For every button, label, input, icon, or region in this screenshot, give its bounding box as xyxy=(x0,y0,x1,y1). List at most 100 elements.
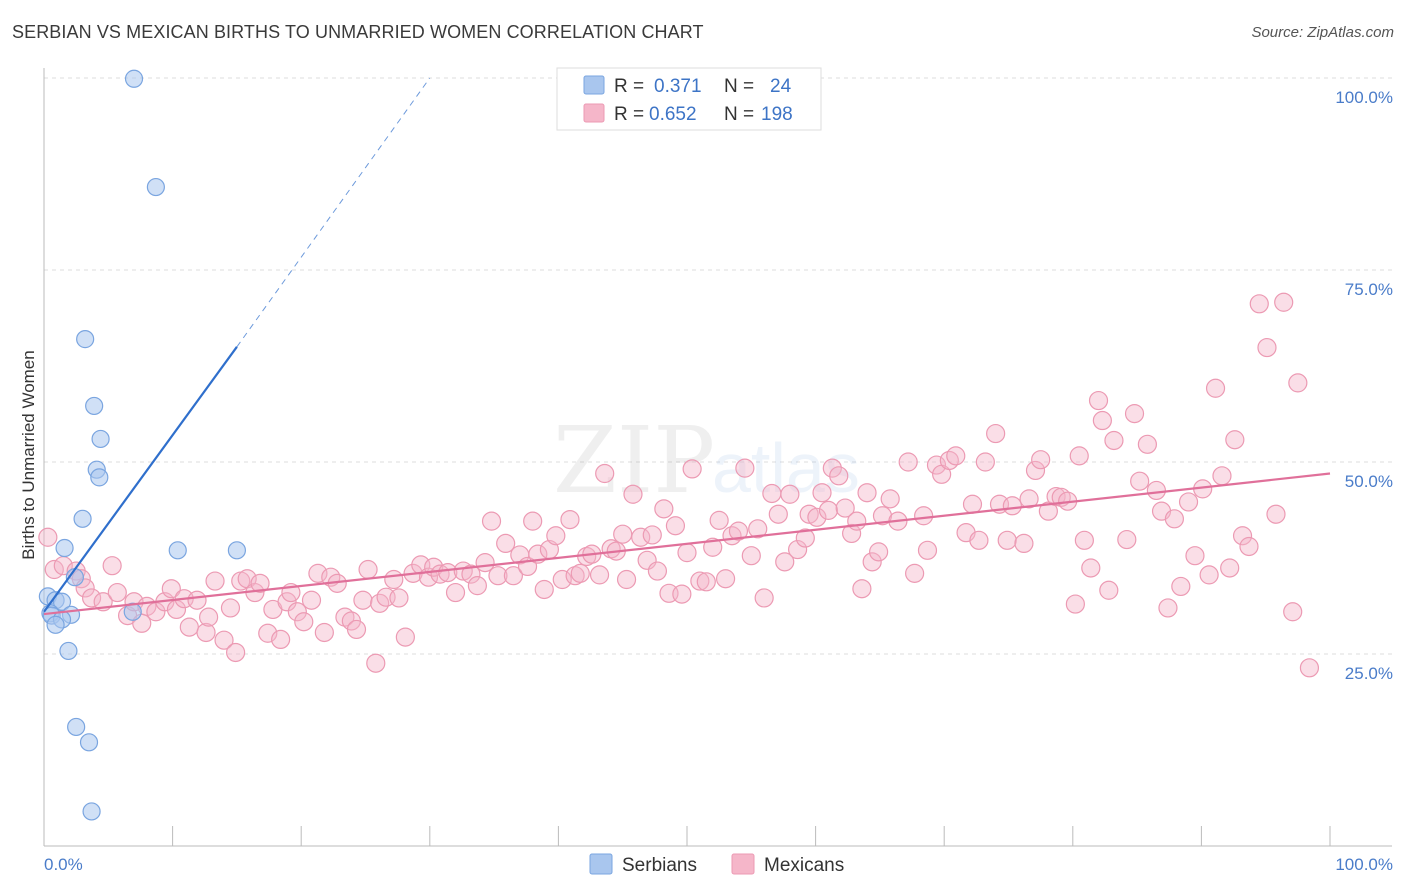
mexicans-point xyxy=(552,569,572,590)
mexicans-point xyxy=(301,590,322,610)
y-tick-label-100: 100.0% xyxy=(1335,88,1393,107)
y-tick-label-75: 75.0% xyxy=(1345,280,1393,299)
mexicans-point xyxy=(366,653,386,673)
legend-r-value-1: 0.652 xyxy=(649,104,697,125)
mexicans-point xyxy=(346,619,367,640)
mexicans-point xyxy=(631,527,651,547)
mexicans-point xyxy=(812,483,832,503)
mexicans-point xyxy=(1081,558,1101,578)
mexicans-point xyxy=(358,559,378,580)
mexicans-point xyxy=(654,499,674,519)
serbians-point xyxy=(46,615,65,634)
legend-r-label-0: R = xyxy=(614,76,644,97)
legend-r-label-1: R = xyxy=(614,104,644,125)
mexicans-point xyxy=(862,552,882,572)
mexicans-point xyxy=(665,516,686,536)
mexicans-point xyxy=(1130,471,1150,491)
mexicans-point xyxy=(780,484,800,504)
mexicans-point xyxy=(445,582,466,603)
mexicans-point xyxy=(534,579,554,600)
serbians-trend-extension xyxy=(236,77,431,348)
serbians-point xyxy=(124,69,144,88)
mexicans-point xyxy=(962,494,983,514)
mexicans-point xyxy=(1088,390,1109,411)
mexicans-point xyxy=(1225,430,1245,450)
mexicans-point xyxy=(1002,496,1022,516)
legend-swatch-serbians xyxy=(583,75,605,95)
bottom-legend-label-serbians: Serbians xyxy=(622,855,697,876)
mexicans-point xyxy=(1065,594,1085,614)
mexicans-point xyxy=(741,546,761,566)
mexicans-point xyxy=(1074,530,1094,550)
serbians-trend-line xyxy=(43,346,238,613)
mexicans-point xyxy=(857,483,877,503)
mexicans-point xyxy=(905,563,925,583)
mexicans-point xyxy=(38,527,58,547)
mexicans-point xyxy=(1124,404,1145,424)
legend-n-value-1: 198 xyxy=(761,104,793,125)
serbians-point xyxy=(79,733,99,752)
mexicans-point xyxy=(735,458,755,478)
mexicans-point xyxy=(595,463,615,484)
bottom-legend-label-mexicans: Mexicans xyxy=(764,855,844,876)
mexicans-point xyxy=(214,630,234,650)
mexicans-point xyxy=(1146,480,1166,501)
mexicans-point xyxy=(1249,294,1269,314)
legend-n-label-1: N = xyxy=(724,104,754,125)
mexicans-point xyxy=(1274,292,1294,312)
mexicans-point xyxy=(775,552,795,572)
mexicans-point xyxy=(787,539,808,560)
mexicans-point xyxy=(872,506,893,526)
mexicans-point xyxy=(728,521,749,541)
mexicans-point xyxy=(488,566,508,586)
legend-swatch-mexicans xyxy=(583,103,605,123)
mexicans-point xyxy=(869,542,889,562)
mexicans-point xyxy=(102,556,122,576)
mexicans-point xyxy=(672,584,692,604)
mexicans-point xyxy=(560,509,580,530)
mexicans-point xyxy=(1212,466,1232,486)
mexicans-point xyxy=(690,571,710,591)
mexicans-point xyxy=(914,506,934,526)
mexicans-point xyxy=(1220,558,1240,578)
mexicans-point xyxy=(314,622,334,643)
serbians-point xyxy=(52,592,72,611)
y-tick-labels: 25.0% 50.0% 75.0% 100.0% xyxy=(1335,88,1393,683)
mexicans-point xyxy=(997,530,1017,550)
axes xyxy=(43,68,1392,847)
mexicans-point xyxy=(496,533,516,554)
bottom-legend-swatch-serbians xyxy=(589,853,613,875)
serbians-points xyxy=(38,69,246,821)
trend-lines xyxy=(43,77,1331,616)
mexicans-point xyxy=(1025,460,1046,481)
mexicans-point xyxy=(467,576,487,596)
mexicans-point xyxy=(682,459,702,479)
mexicans-point xyxy=(1239,536,1259,557)
serbians-point xyxy=(55,538,74,558)
serbians-point xyxy=(76,330,95,349)
mexicans-point xyxy=(308,563,328,583)
legend-n-value-0: 24 xyxy=(770,76,792,97)
mexicans-point xyxy=(294,612,314,632)
mexicans-point xyxy=(1046,486,1066,507)
legend: R = 0.371 N = 24 R = 0.652 N = 198 xyxy=(556,67,822,131)
mexicans-point xyxy=(1158,598,1178,618)
mexicans-point xyxy=(917,540,938,560)
chart-title: SERBIAN VS MEXICAN BIRTHS TO UNMARRIED W… xyxy=(12,22,704,42)
source-label: Source: ZipAtlas.com xyxy=(1251,24,1394,41)
y-tick-label-25: 25.0% xyxy=(1345,664,1393,683)
mexicans-points xyxy=(38,292,1320,678)
mexicans-point xyxy=(1019,489,1039,509)
mexicans-point xyxy=(438,562,458,583)
mexicans-point xyxy=(395,627,415,647)
mexicans-point xyxy=(754,588,774,608)
mexicans-point xyxy=(677,543,697,563)
mexicans-point xyxy=(570,563,590,583)
bottom-legend: Serbians Mexicans xyxy=(589,853,844,876)
mexicans-point xyxy=(1014,533,1034,554)
legend-n-label-0: N = xyxy=(724,76,754,97)
mexicans-point xyxy=(748,519,768,539)
mexicans-point xyxy=(807,507,827,527)
mexicans-point xyxy=(1117,529,1137,550)
mexicans-point xyxy=(1171,576,1191,597)
